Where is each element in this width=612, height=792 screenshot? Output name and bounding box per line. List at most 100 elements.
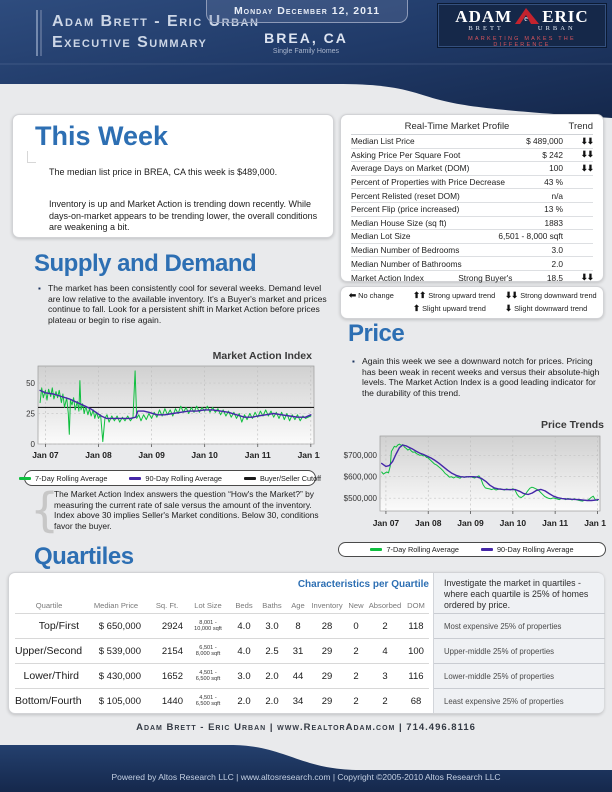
location-label: BREA, CA — [264, 30, 348, 46]
footer-powered-by: Powered by Altos Research LLC | www.alto… — [111, 772, 501, 782]
lot-size-line1: 4,501 - — [199, 694, 217, 701]
beds: 4.0 — [237, 645, 251, 657]
metric-value: 18.5 — [546, 272, 563, 283]
metric-value: n/a — [551, 190, 563, 201]
legend-swatch-icon — [18, 476, 31, 480]
column-header: Baths — [262, 600, 282, 610]
legend-label: 7-Day Rolling Average — [34, 473, 108, 483]
age: 44 — [292, 670, 304, 682]
age: 31 — [292, 645, 304, 657]
legend-item: ⬇⬇ Strong downward trend — [505, 290, 597, 301]
inventory: 29 — [321, 670, 333, 682]
baths: 2.0 — [265, 670, 279, 682]
baths: 2.5 — [265, 645, 279, 657]
quartiles-table: Quartile Median Price Sq. Ft. Lot Size Beds B… — [15, 597, 429, 713]
logo-word-adam: Adam — [455, 6, 513, 26]
metric-label: Median List Price — [351, 136, 415, 147]
svg-text:Jan 07: Jan 07 — [32, 450, 59, 460]
mai-note-text: The Market Action Index answers the ques… — [54, 489, 319, 531]
new-listings: 0 — [353, 620, 359, 632]
table-row: Asking Price Per Square Foot $ 242 ⬇⬇ — [351, 149, 594, 163]
this-week-heading: This Week — [35, 121, 169, 151]
lot-size: 4,501 -6,500 sqft — [185, 670, 231, 683]
metric-label: Median House Size (sq ft) — [351, 217, 447, 228]
heading-decoration — [27, 151, 36, 163]
legend-label: Strong downward trend — [520, 291, 597, 300]
price-heading: Price — [348, 320, 405, 347]
days-on-market: 118 — [408, 620, 424, 632]
this-week-card: This Week The median list price in BREA,… — [12, 114, 334, 238]
metric-value: 1883 — [544, 217, 563, 228]
column-header: Quartile — [35, 600, 63, 610]
quartile-name: Lower/Third — [23, 670, 79, 682]
inventory: 29 — [321, 695, 333, 707]
column-header: Median Price — [93, 600, 139, 610]
lot-size: 4,501 -6,500 sqft — [185, 695, 231, 708]
column-header: Inventory — [311, 600, 343, 610]
legend-label: 90-Day Rolling Average — [496, 545, 574, 554]
svg-text:Jan 12: Jan 12 — [584, 518, 606, 528]
svg-text:$600,000: $600,000 — [344, 473, 378, 482]
market-action-index-chart: Jan 07 Jan 08 Jan 09 Jan 10 Jan 11 Jan 12 0 25 5… — [26, 365, 320, 460]
svg-text:0: 0 — [31, 440, 36, 449]
svg-text:Jan 09: Jan 09 — [138, 450, 165, 460]
lot-size-line1: 6,501 - — [199, 644, 217, 651]
column-header: Beds — [235, 600, 253, 610]
metric-value: 13 % — [544, 204, 563, 215]
table-row: Median List Price $ 489,000 ⬇⬇ — [351, 135, 594, 149]
metric-label: Market Action Index — [351, 272, 424, 283]
metric-value: 43 % — [544, 177, 563, 188]
legend-item: 90-Day Rolling Average — [480, 545, 574, 554]
legend-item: ⬆ Slight upward trend — [413, 303, 505, 314]
legend-item: ⬆⬆ Strong upward trend — [413, 290, 505, 301]
column-header: New — [348, 600, 364, 610]
footer-contact: Adam Brett - Eric Urban | www.RealtorAda… — [136, 722, 476, 733]
new-listings: 2 — [353, 695, 359, 707]
quartile-description: Lower-middle 25% of properties — [434, 663, 605, 688]
quartiles-description-panel: Investigate the market in quartiles - wh… — [433, 573, 605, 713]
square-feet: 2924 — [161, 620, 183, 632]
inventory: 28 — [321, 620, 333, 632]
trend-legend: ⬅ No change ⬆⬆ Strong upward trend ⬇⬇ Strong … — [341, 287, 603, 317]
days-on-market: 100 — [408, 645, 424, 657]
legend-swatch-icon — [243, 476, 256, 480]
svg-text:50: 50 — [26, 379, 35, 388]
beds: 2.0 — [237, 695, 251, 707]
svg-text:Jan 08: Jan 08 — [85, 450, 112, 460]
svg-text:e: e — [524, 14, 528, 23]
market-profile-card: Real-Time Market Profile Trend Median Li… — [340, 114, 604, 283]
lot-size-line2: 6,500 sqft — [195, 676, 221, 682]
legend-item: 90-Day Rolling Average — [129, 474, 222, 483]
table-row: Median Number of Bedrooms 3.0 — [351, 244, 593, 258]
brand-logo: Adam e Eric BRETT URBAN MARKETING MAKES … — [437, 3, 607, 48]
metric-value: 2.0 — [551, 258, 563, 269]
table-row: Percent Flip (price increased) 13 % — [351, 203, 593, 217]
legend-swatch-icon — [370, 548, 383, 551]
lot-size-line2: 6,500 sqft — [195, 701, 221, 707]
beds: 3.0 — [237, 670, 251, 682]
new-listings: 2 — [353, 670, 359, 682]
trend-down2-icon: ⬇⬇ — [580, 135, 594, 146]
market-profile-title: Real-Time Market Profile — [404, 121, 510, 132]
median-price: $ 650,000 — [98, 620, 141, 632]
column-header: DOM — [407, 600, 425, 610]
new-listings: 2 — [353, 645, 359, 657]
metric-label: Asking Price Per Square Foot — [351, 149, 461, 160]
svg-text:25: 25 — [26, 409, 35, 418]
legend-item: ⬇ Slight downward trend — [505, 303, 597, 314]
metric-label: Percent Relisted (reset DOM) — [351, 190, 460, 201]
beds: 4.0 — [237, 620, 251, 632]
market-summary: Inventory is up and Market Action is tre… — [49, 199, 318, 232]
absorbed: 3 — [382, 670, 388, 682]
down-arrow-icon: ⬇ — [505, 303, 512, 313]
legend-label: 90-Day Rolling Average — [145, 473, 222, 483]
bullet-icon: ▪ — [352, 357, 355, 366]
quartiles-heading: Quartiles — [34, 543, 134, 570]
baths: 3.0 — [265, 620, 279, 632]
metric-value: 6,501 - 8,000 sqft — [498, 231, 563, 242]
lot-size-line2: 10,000 sqft — [194, 626, 222, 632]
legend-item: Buyer/Seller Cutoff — [243, 473, 322, 483]
brace-icon: { — [30, 483, 60, 537]
legend-label: Buyer/Seller Cutoff — [259, 473, 322, 483]
supply-demand-text: The market has been consistently cool fo… — [48, 283, 327, 325]
